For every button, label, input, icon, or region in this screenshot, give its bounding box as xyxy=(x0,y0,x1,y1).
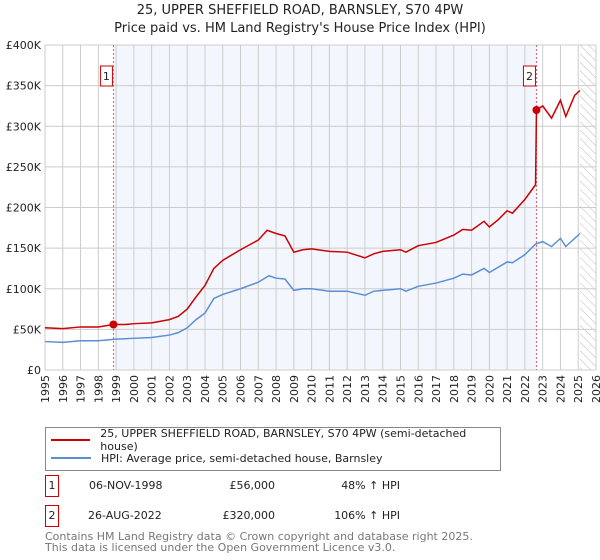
y-tick-label: £0 xyxy=(27,364,41,377)
sale-row-1: 1 06-NOV-1998 £56,000 48% ↑ HPI xyxy=(45,475,445,497)
sale-badge: 2 xyxy=(45,505,59,527)
x-tick-label: 2013 xyxy=(359,375,372,403)
x-tick-label: 2024 xyxy=(554,375,567,403)
x-tick-label: 2025 xyxy=(572,375,585,403)
legend-label-hpi: HPI: Average price, semi-detached house,… xyxy=(101,451,383,465)
y-tick-label: £100K xyxy=(6,283,42,296)
chart-title: 25, UPPER SHEFFIELD ROAD, BARNSLEY, S70 … xyxy=(136,3,464,18)
x-tick-label: 2002 xyxy=(163,375,176,403)
sale-price: £320,000 xyxy=(222,509,276,522)
sale-point xyxy=(532,106,541,114)
y-tick-label: £250K xyxy=(6,161,42,174)
x-tick-label: 1999 xyxy=(110,375,123,403)
sale-label: 2 xyxy=(526,70,533,83)
x-tick-label: 1998 xyxy=(92,375,105,403)
sale-label-box xyxy=(522,65,536,87)
x-tick-label: 2019 xyxy=(466,375,479,403)
x-tick-label: 2004 xyxy=(199,375,212,403)
y-tick-label: £300K xyxy=(6,120,42,133)
x-tick-label: 2015 xyxy=(394,375,407,403)
x-tick-label: 2003 xyxy=(181,375,194,403)
sale-hpi: 48% ↑ HPI xyxy=(341,479,400,492)
x-tick-label: 2018 xyxy=(448,375,461,403)
x-tick-label: 1995 xyxy=(39,375,52,403)
y-tick-label: £400K xyxy=(6,39,42,52)
sale-label: 1 xyxy=(103,70,110,83)
x-tick-label: 2026 xyxy=(590,375,600,403)
x-tick-label: 2021 xyxy=(501,375,514,403)
hpi-line xyxy=(44,232,581,344)
x-tick-label: 2005 xyxy=(217,375,230,403)
x-tick-label: 2010 xyxy=(306,375,319,403)
sale-date: 26-AUG-2022 xyxy=(88,509,162,522)
x-tick-label: 2020 xyxy=(483,375,496,403)
chart-subtitle: Price paid vs. HM Land Registry's House … xyxy=(114,21,486,36)
x-tick-label: 2008 xyxy=(270,375,283,403)
x-tick-label: 1996 xyxy=(57,375,70,403)
y-tick-label: £150K xyxy=(6,242,42,255)
x-tick-label: 2001 xyxy=(146,375,159,403)
sale-badge: 1 xyxy=(45,475,59,497)
sale-hpi: 106% ↑ HPI xyxy=(334,509,400,522)
x-tick-label: 2016 xyxy=(412,375,425,403)
footer-line-2: This data is licensed under the Open Gov… xyxy=(45,541,396,554)
legend: 25, UPPER SHEFFIELD ROAD, BARNSLEY, S70 … xyxy=(45,427,501,471)
x-tick-label: 2006 xyxy=(235,375,248,403)
x-tick-label: 2007 xyxy=(252,375,265,403)
footer: Contains HM Land Registry data © Crown c… xyxy=(45,531,473,553)
x-tick-label: 2014 xyxy=(377,375,390,403)
x-tick-label: 2011 xyxy=(323,375,336,403)
sale-point xyxy=(109,320,118,329)
x-tick-label: 2009 xyxy=(288,375,301,403)
x-tick-label: 2022 xyxy=(519,375,532,403)
y-tick-label: £200K xyxy=(6,202,42,215)
x-tick-label: 2000 xyxy=(128,375,141,403)
x-tick-label: 2017 xyxy=(430,375,443,403)
legend-swatch-property xyxy=(51,439,91,441)
plot-area: 1995 1996 1997 1998 1999 2000 2001 2002 2003 2004… xyxy=(6,39,600,403)
sale-label-box xyxy=(99,65,113,87)
footer-line-1: Contains HM Land Registry data © Crown c… xyxy=(45,530,473,543)
x-tick-label: 2012 xyxy=(341,375,354,403)
x-tick-label: 1997 xyxy=(75,375,88,403)
legend-swatch-hpi xyxy=(51,457,91,459)
property-line xyxy=(44,89,581,330)
sale-price: £56,000 xyxy=(229,479,276,492)
y-tick-label: £350K xyxy=(6,80,42,93)
legend-label-property: 25, UPPER SHEFFIELD ROAD, BARNSLEY, S70 … xyxy=(100,427,467,453)
y-tick-label: £50K xyxy=(13,323,42,336)
sale-row-2: 2 26-AUG-2022 £320,000 106% ↑ HPI xyxy=(45,505,445,527)
x-tick-label: 2023 xyxy=(537,375,550,403)
sale-date: 06-NOV-1998 xyxy=(89,479,163,492)
